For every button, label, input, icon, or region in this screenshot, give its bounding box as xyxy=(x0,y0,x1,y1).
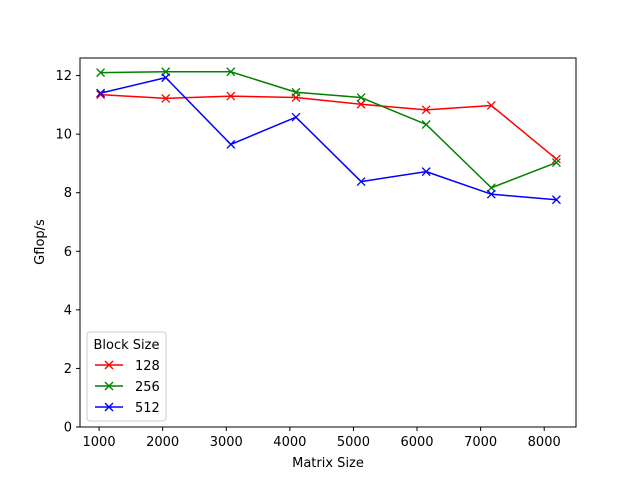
x-tick-label: 8000 xyxy=(528,435,561,450)
axes: 1000 2000 3000 4000 5000 6000 7000 8000 0 2 4 6 8 10 1… xyxy=(55,57,577,450)
data-point-512-5120 xyxy=(356,177,366,187)
data-point-256-8192 xyxy=(551,158,561,168)
data-point-256-4096 xyxy=(291,87,301,97)
data-point-128-2048 xyxy=(161,93,171,103)
x-marker xyxy=(104,360,114,370)
x-marker xyxy=(551,158,561,168)
series-512 xyxy=(96,73,561,205)
data-point-128-8192 xyxy=(551,154,561,164)
data-point-512-8192 xyxy=(551,195,561,205)
x-marker xyxy=(161,93,171,103)
data-point-512-2048 xyxy=(161,73,171,83)
y-tick-label: 6 xyxy=(64,245,72,260)
y-tick-label: 2 xyxy=(64,362,72,377)
series-line-256 xyxy=(100,71,557,189)
data-point-128-5120 xyxy=(356,99,366,109)
series-128 xyxy=(96,90,561,164)
x-marker xyxy=(421,167,431,177)
x-marker xyxy=(486,100,496,110)
data-point-512-4096 xyxy=(291,112,301,122)
series-line-512 xyxy=(100,76,557,201)
x-marker xyxy=(551,195,561,205)
data-point-512-6144 xyxy=(421,167,431,177)
x-tick-label: 6000 xyxy=(400,435,433,450)
x-marker xyxy=(161,73,171,83)
x-marker xyxy=(356,177,366,187)
x-marker xyxy=(421,120,431,129)
x-marker xyxy=(356,93,366,102)
x-tick-label: 5000 xyxy=(337,435,370,450)
data-point-256-7168 xyxy=(486,183,496,193)
x-marker xyxy=(551,154,561,164)
data-point-256-6144 xyxy=(421,120,431,129)
data-point-512-7168 xyxy=(486,189,496,199)
y-tick-label: 8 xyxy=(64,186,72,201)
x-marker xyxy=(226,139,236,149)
data-point-512-1024 xyxy=(96,88,106,98)
x-tick-label: 3000 xyxy=(210,435,243,450)
x-marker xyxy=(291,112,301,122)
data-point-128-3072 xyxy=(226,91,236,101)
x-marker xyxy=(226,67,236,77)
data-point-512-3072 xyxy=(226,139,236,149)
y-tick-label: 10 xyxy=(55,128,72,143)
legend-item-128: 128 xyxy=(95,359,160,374)
y-tick-label: 0 xyxy=(64,421,72,436)
x-marker xyxy=(96,88,106,98)
x-marker xyxy=(226,91,236,101)
x-tick-label: 7000 xyxy=(464,435,497,450)
x-marker xyxy=(104,381,114,391)
data-point-128-7168 xyxy=(486,100,496,110)
series-256 xyxy=(96,67,561,193)
data-point-128-6144 xyxy=(421,105,431,115)
x-tick-label: 4000 xyxy=(273,435,306,450)
legend-label: 256 xyxy=(135,380,160,395)
legend-box xyxy=(86,331,167,422)
x-marker xyxy=(486,183,496,193)
x-axis-label: Matrix Size xyxy=(292,456,364,471)
y-axis-label: Gflop/s xyxy=(33,219,48,265)
x-marker xyxy=(421,105,431,115)
legend-item-256: 256 xyxy=(95,380,160,395)
x-marker xyxy=(96,68,106,78)
legend-label: 128 xyxy=(135,359,160,374)
x-tick-label: 2000 xyxy=(146,435,179,450)
y-tick-label: 12 xyxy=(55,69,72,84)
series-line-128 xyxy=(100,93,557,160)
data-point-256-1024 xyxy=(96,68,106,78)
x-marker xyxy=(104,402,114,412)
x-marker xyxy=(291,87,301,97)
x-tick-label: 1000 xyxy=(83,435,116,450)
x-marker xyxy=(486,189,496,199)
data-point-256-3072 xyxy=(226,67,236,77)
y-tick-label: 4 xyxy=(64,303,72,318)
legend-item-512: 512 xyxy=(95,401,160,416)
legend-label: 512 xyxy=(135,401,160,416)
plot-frame xyxy=(79,57,577,428)
plot-area xyxy=(96,67,561,205)
legend-title: Block Size xyxy=(94,338,160,353)
data-point-256-5120 xyxy=(356,93,366,102)
x-marker xyxy=(356,99,366,109)
legend: Block Size 128 256 512 xyxy=(86,331,167,422)
